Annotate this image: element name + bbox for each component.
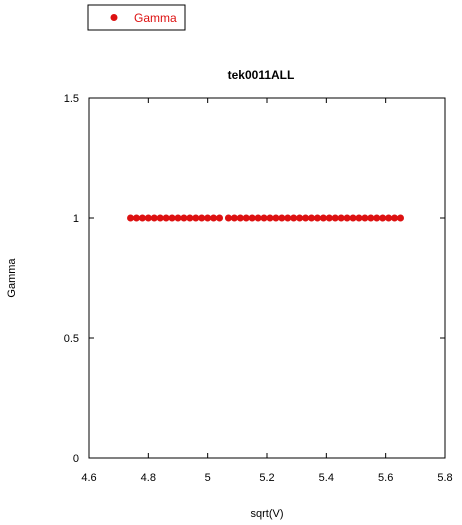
data-point [174, 214, 182, 222]
data-point [204, 214, 212, 222]
data-point [192, 214, 200, 222]
data-point [284, 214, 292, 222]
y-axis-label: Gamma [6, 258, 18, 298]
data-point [349, 214, 357, 222]
data-point [325, 214, 333, 222]
data-point [302, 214, 310, 222]
legend-marker [110, 14, 118, 21]
data-point [216, 214, 224, 222]
y-tick-label: 0 [73, 453, 79, 465]
data-point [355, 214, 363, 222]
legend: Gamma [87, 4, 186, 31]
data-point [296, 214, 304, 222]
data-point [150, 214, 158, 222]
data-point [367, 214, 375, 222]
x-axis-label: sqrt(V) [251, 508, 284, 520]
data-point [186, 214, 194, 222]
chart-title: tek0011ALL [228, 68, 295, 82]
data-point [236, 214, 244, 222]
data-point [144, 214, 152, 222]
data-point [156, 214, 164, 222]
data-point [308, 214, 315, 222]
data-point [198, 214, 206, 222]
data-point [248, 214, 256, 222]
x-tick-label: 5.4 [319, 472, 334, 484]
plot-frame [88, 97, 446, 459]
data-point [180, 214, 188, 222]
data-point [260, 214, 268, 222]
x-tick-label: 5.2 [259, 472, 274, 484]
x-tick-label: 5 [205, 472, 211, 484]
data-point [361, 214, 369, 222]
x-tick-label: 5.6 [378, 472, 393, 484]
y-axis: 0 0.5 1 1.5 [64, 93, 445, 465]
data-point [132, 214, 140, 222]
x-tick-label: 4.6 [81, 472, 96, 484]
data-point [224, 214, 232, 222]
data-point [230, 214, 238, 222]
data-point [138, 214, 146, 222]
data-point [242, 214, 250, 222]
y-tick-label: 0.5 [64, 333, 79, 345]
data-point [337, 214, 345, 222]
data-point [278, 214, 286, 222]
data-point [373, 214, 381, 222]
data-point [254, 214, 262, 222]
data-point [313, 214, 321, 222]
x-axis: 4.6 4.8 5 5.2 5.4 5.6 5.8 [81, 98, 453, 484]
y-tick-label: 1.5 [64, 93, 79, 105]
data-point [391, 214, 399, 222]
data-point [319, 214, 327, 222]
data-point [210, 214, 218, 222]
data-point [379, 214, 387, 222]
data-point [272, 214, 280, 222]
data-point [266, 214, 274, 222]
data-point [168, 214, 176, 222]
data-point [290, 214, 298, 222]
x-tick-label: 4.8 [141, 472, 156, 484]
data-point [127, 214, 135, 222]
y-tick-label: 1 [73, 213, 79, 225]
data-point [162, 214, 170, 222]
data-point [331, 214, 339, 222]
data-point [397, 214, 404, 222]
data-point [385, 214, 393, 222]
data-points [127, 214, 404, 222]
data-point [343, 214, 351, 222]
legend-label: Gamma [134, 11, 177, 25]
x-tick-label: 5.8 [437, 472, 452, 484]
legend-box [87, 4, 186, 31]
